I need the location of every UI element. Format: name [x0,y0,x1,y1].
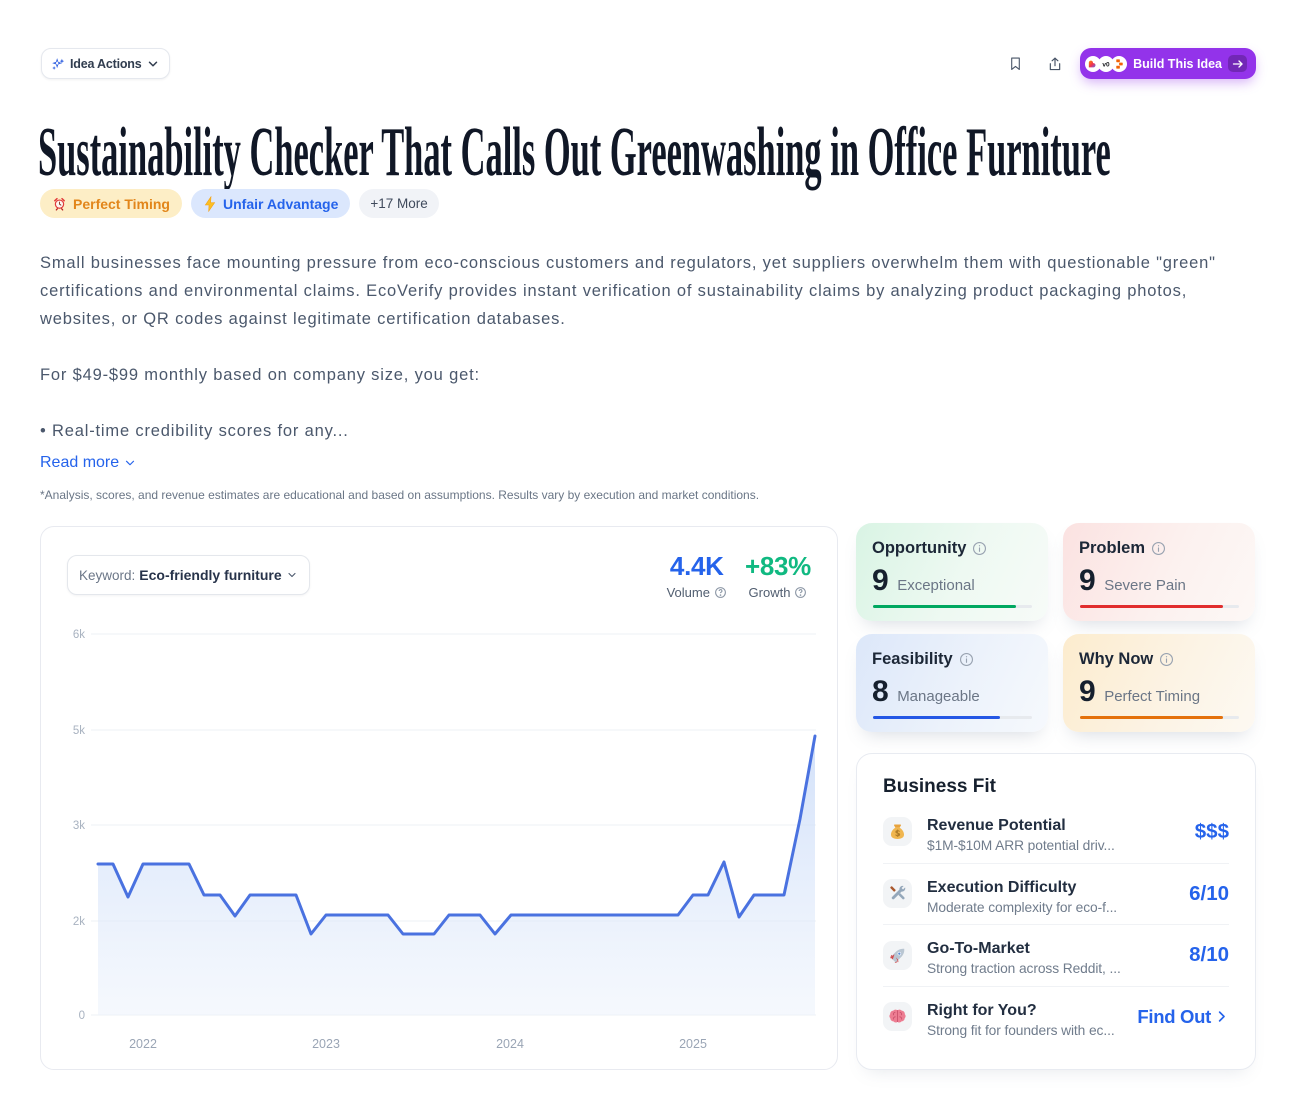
svg-text:2024: 2024 [496,1037,524,1051]
svg-text:3k: 3k [73,820,85,832]
svg-text:2022: 2022 [129,1037,157,1051]
svg-text:2k: 2k [73,916,85,928]
svg-text:5k: 5k [73,725,85,737]
svg-text:2023: 2023 [312,1037,340,1051]
svg-text:v0: v0 [1102,61,1110,68]
svg-text:2025: 2025 [679,1037,707,1051]
svg-text:6k: 6k [73,629,85,641]
svg-text:0: 0 [79,1010,85,1022]
